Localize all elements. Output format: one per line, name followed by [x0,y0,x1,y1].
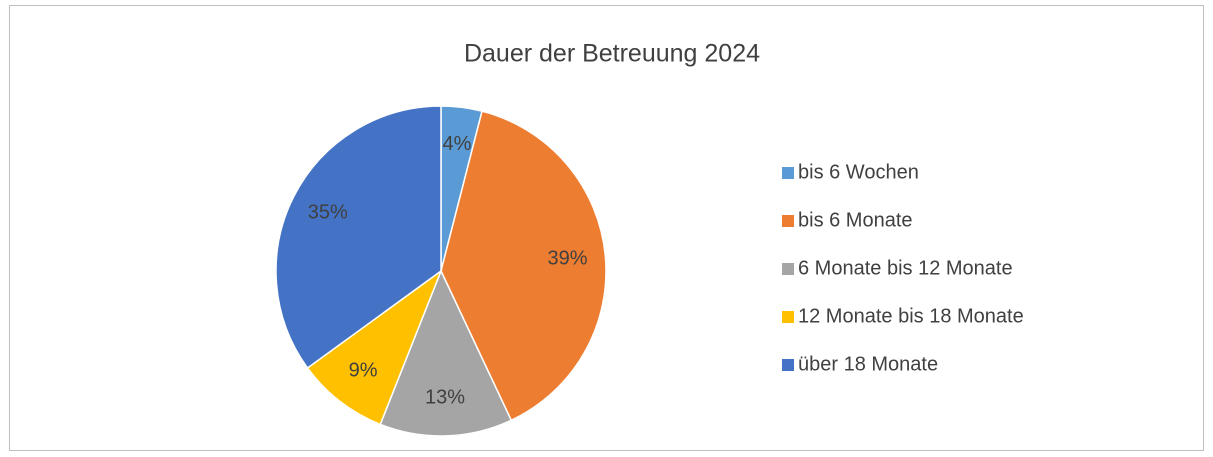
chart-title: Dauer der Betreuung 2024 [464,40,760,68]
legend-swatch [782,359,794,371]
legend-label: bis 6 Wochen [798,161,919,183]
legend-label: bis 6 Monate [798,209,913,231]
data-label: 39% [547,247,587,269]
pie-slice [379,269,513,437]
chart-border [9,5,1204,451]
pie-slice [275,105,442,370]
pie-slice [440,110,607,422]
pie-slice [306,268,443,426]
legend-label: über 18 Monate [798,353,938,375]
legend-swatch [782,167,794,179]
data-label: 9% [349,360,378,382]
data-label: 13% [425,386,465,408]
legend-swatch [782,263,794,275]
data-label: 35% [308,202,348,224]
legend-label: 12 Monate bis 18 Monate [798,305,1024,327]
legend-label: 6 Monate bis 12 Monate [798,257,1013,279]
legend-swatch [782,215,794,227]
legend-swatch [782,311,794,323]
data-label: 4% [442,133,471,155]
